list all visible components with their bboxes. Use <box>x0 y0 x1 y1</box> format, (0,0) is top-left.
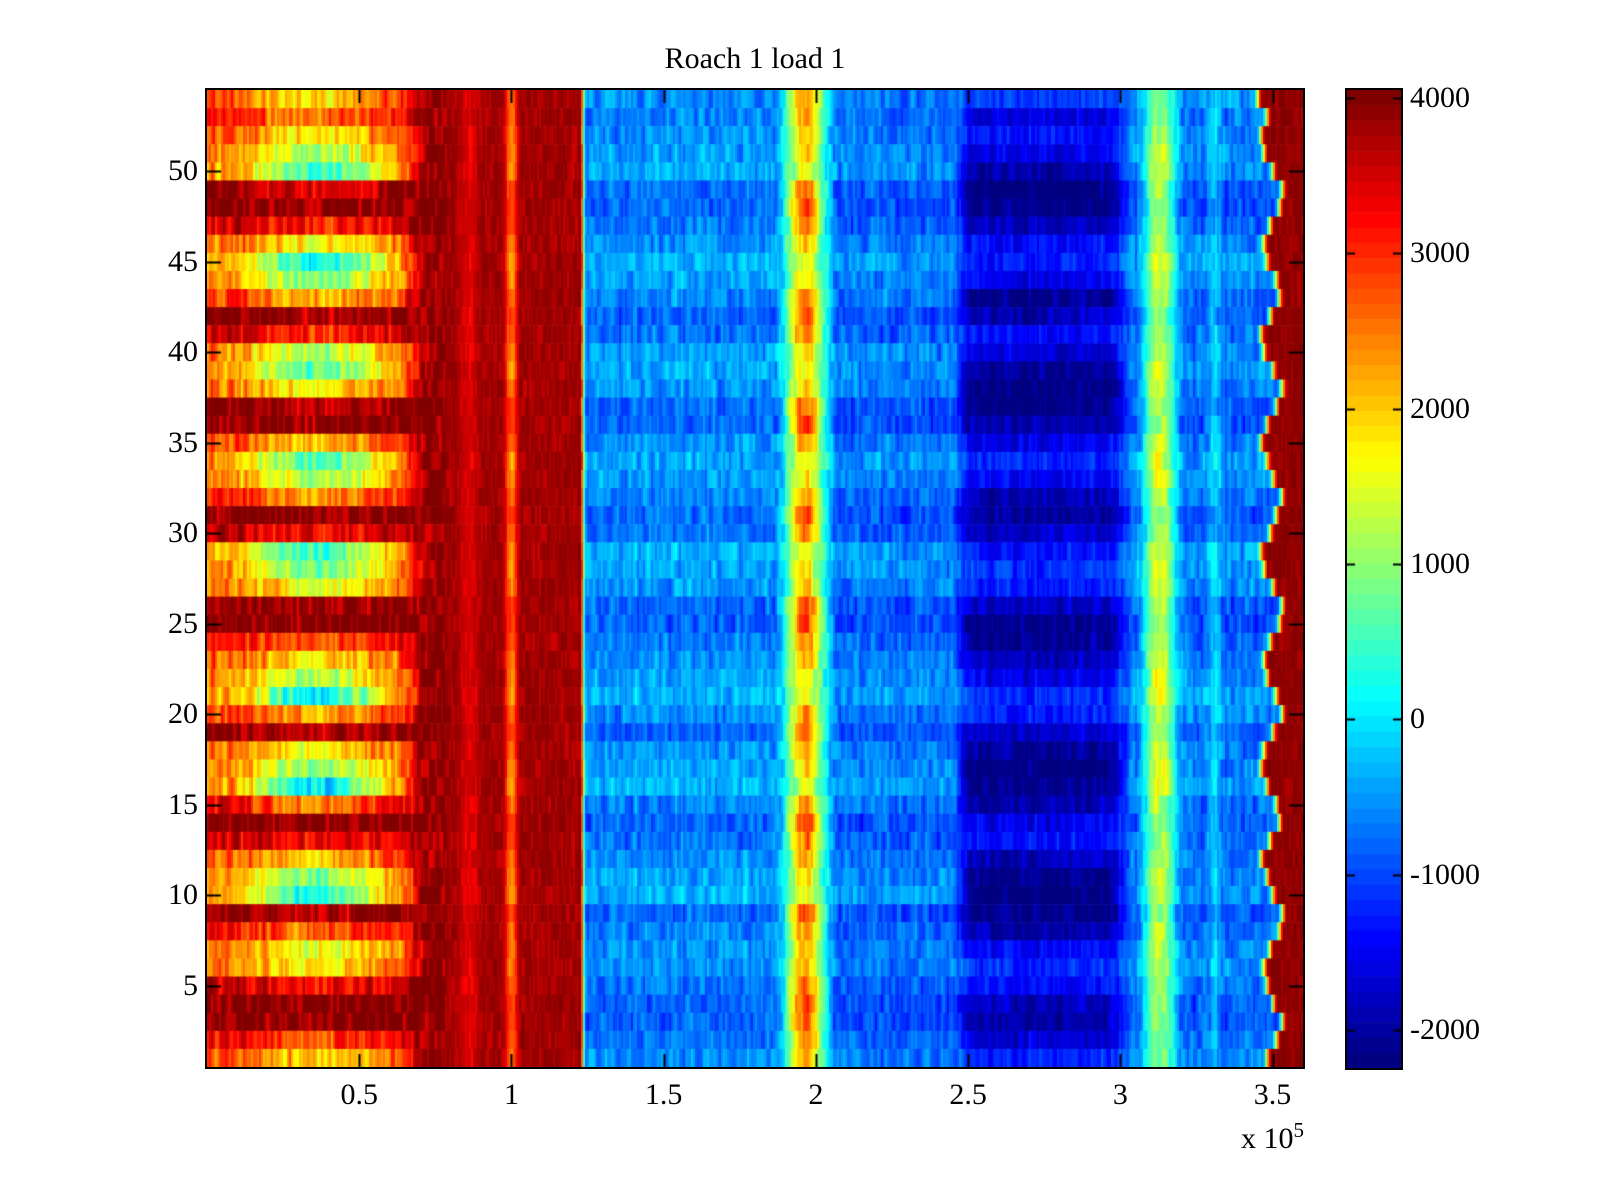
colorbar <box>1345 88 1403 1070</box>
colorbar-tick-label: 3000 <box>1410 236 1470 270</box>
colorbar-gradient <box>1347 90 1401 1068</box>
exponent-prefix: x 10 <box>1241 1122 1294 1155</box>
y-tick-label: 50 <box>168 154 198 188</box>
x-tick-label: 1 <box>503 1078 519 1111</box>
y-tick-label: 30 <box>168 516 198 550</box>
colorbar-tick-label: -2000 <box>1410 1012 1480 1046</box>
y-tick-label: 10 <box>168 878 198 912</box>
x-axis-exponent-label: x 105 <box>1241 1118 1304 1156</box>
x-tick-label: 3 <box>1112 1078 1128 1111</box>
chart-title: Roach 1 load 1 <box>664 42 846 75</box>
colorbar-tick-label: -1000 <box>1410 857 1480 891</box>
y-tick-label: 45 <box>168 244 198 278</box>
x-tick-label: 3.5 <box>1253 1078 1292 1111</box>
x-tick-label: 0.5 <box>340 1078 378 1111</box>
x-tick-label: 2 <box>808 1078 824 1111</box>
y-tick-label: 20 <box>168 697 198 731</box>
heatmap-image <box>207 90 1303 1067</box>
y-tick-label: 35 <box>168 425 198 459</box>
heatmap-plot-area <box>205 88 1305 1069</box>
colorbar-tick-label: 4000 <box>1410 80 1470 114</box>
colorbar-tick-label: 1000 <box>1410 546 1470 580</box>
y-tick-label: 5 <box>183 968 198 1002</box>
y-tick-label: 15 <box>168 787 198 821</box>
y-tick-label: 25 <box>168 606 198 640</box>
y-tick-label: 40 <box>168 335 198 369</box>
x-tick-label: 1.5 <box>644 1078 683 1111</box>
x-tick-label: 2.5 <box>949 1078 987 1111</box>
colorbar-tick-label: 2000 <box>1410 391 1470 425</box>
colorbar-tick-label: 0 <box>1410 702 1425 736</box>
exponent-value: 5 <box>1293 1118 1305 1142</box>
